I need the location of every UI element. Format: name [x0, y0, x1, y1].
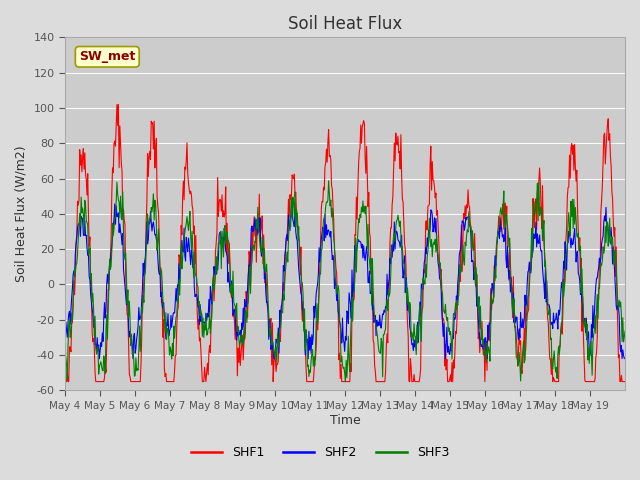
SHF2 — [621, 356, 629, 361]
SHF2 — [280, 263, 287, 269]
SHF1 — [115, 101, 122, 107]
SHF3 — [230, 299, 237, 305]
SHF3 — [127, 342, 134, 348]
SHF1 — [404, 320, 412, 325]
SHF2 — [61, 343, 69, 348]
SHF3 — [324, 178, 332, 184]
Line: SHF3: SHF3 — [65, 181, 625, 382]
SHF1 — [259, 213, 266, 219]
SHF3 — [436, 261, 444, 267]
SHF1 — [230, 319, 238, 325]
SHF1 — [61, 379, 69, 384]
Title: Soil Heat Flux: Soil Heat Flux — [288, 15, 402, 33]
SHF2 — [128, 336, 136, 342]
SHF2 — [259, 245, 266, 251]
SHF2 — [436, 276, 444, 282]
SHF1 — [280, 279, 287, 285]
SHF1 — [128, 379, 136, 384]
SHF1 — [435, 240, 443, 245]
SHF2 — [95, 356, 103, 361]
SHF3 — [342, 379, 349, 384]
Text: SW_met: SW_met — [79, 50, 136, 63]
SHF3 — [279, 310, 287, 316]
SHF3 — [621, 328, 629, 334]
Y-axis label: Soil Heat Flux (W/m2): Soil Heat Flux (W/m2) — [15, 145, 28, 282]
SHF3 — [61, 343, 69, 348]
SHF3 — [404, 294, 412, 300]
SHF2 — [404, 304, 412, 310]
Legend: SHF1, SHF2, SHF3: SHF1, SHF2, SHF3 — [186, 441, 454, 464]
SHF2 — [230, 306, 238, 312]
SHF3 — [258, 250, 266, 255]
SHF1 — [621, 379, 629, 384]
Line: SHF1: SHF1 — [65, 104, 625, 382]
X-axis label: Time: Time — [330, 414, 360, 427]
SHF2 — [287, 198, 295, 204]
Line: SHF2: SHF2 — [65, 201, 625, 359]
